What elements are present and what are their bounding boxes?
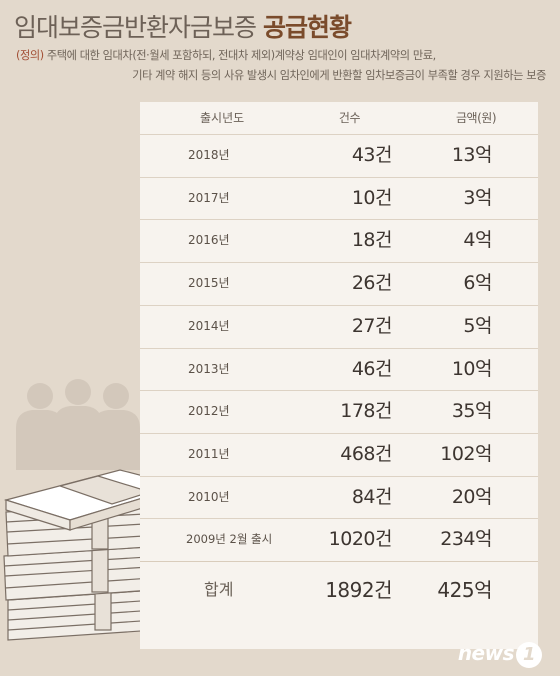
row-year: 2010년 <box>188 489 230 504</box>
data-table: 출시년도 건수 금액(원) 2018년 43건 13억 2017년 10건 3억 2016년… <box>140 102 538 649</box>
row-year: 2009년 2월 출시 <box>186 532 273 547</box>
logo-mark: 1 <box>516 642 542 668</box>
row-amount: 35억 <box>451 400 493 423</box>
row-year: 2012년 <box>188 404 230 419</box>
total-amount: 425억 <box>437 578 492 602</box>
table-row: 2018년 43건 13억 <box>140 134 538 176</box>
row-year: 2016년 <box>188 233 230 248</box>
table-total-row: 합계 1892건 425억 <box>140 561 538 618</box>
row-year: 2014년 <box>188 318 230 333</box>
row-count: 46건 <box>351 357 393 380</box>
row-count: 468건 <box>340 442 392 465</box>
row-amount: 20억 <box>451 485 493 508</box>
table-row: 2009년 2월 출시 1020건 234억 <box>140 518 538 560</box>
row-count: 178건 <box>340 400 392 423</box>
definition-line-1: (정의) 주택에 대한 임대차(전·월세 포함하되, 전대차 제외)계약상 임대… <box>16 46 546 66</box>
row-amount: 234억 <box>440 528 492 551</box>
table-header-row: 출시년도 건수 금액(원) <box>140 102 538 134</box>
row-year: 2015년 <box>188 276 230 291</box>
row-year: 2013년 <box>188 361 230 376</box>
row-count: 27건 <box>351 314 393 337</box>
row-amount: 3억 <box>463 186 492 209</box>
table-row: 2011년 468건 102억 <box>140 432 538 475</box>
row-amount: 102억 <box>440 442 492 465</box>
row-year: 2011년 <box>188 446 230 461</box>
total-count: 1892건 <box>325 578 392 602</box>
table-row: 2015년 26건 6억 <box>140 262 538 304</box>
row-amount: 5억 <box>463 314 492 337</box>
table-row: 2012년 178건 35억 <box>140 390 538 432</box>
row-count: 43건 <box>351 144 393 166</box>
table-row: 2010년 84건 20억 <box>140 475 538 518</box>
row-count: 1020건 <box>328 528 393 551</box>
definition-tag: (정의) <box>16 49 44 62</box>
page-title: 임대보증금반환자금보증 공급현황 <box>14 8 352 44</box>
table-row: 2013년 46건 10억 <box>140 347 538 390</box>
row-amount: 13억 <box>451 144 493 166</box>
title-bold: 공급현황 <box>262 13 352 42</box>
table-row: 2014년 27건 5억 <box>140 304 538 347</box>
header-amount: 금액(원) <box>456 111 496 125</box>
row-year: 2017년 <box>188 190 230 205</box>
total-label: 합계 <box>204 580 234 599</box>
row-amount: 4억 <box>463 229 492 252</box>
row-amount: 6억 <box>463 272 492 295</box>
definition-line-1-text: 주택에 대한 임대차(전·월세 포함하되, 전대차 제외)계약상 임대인이 임대… <box>46 49 436 62</box>
logo-text: news <box>457 641 515 665</box>
people-silhouette-icon <box>16 379 140 470</box>
row-count: 18건 <box>351 229 393 252</box>
row-count: 10건 <box>351 186 393 209</box>
header-year: 출시년도 <box>200 111 245 125</box>
definition-text: (정의) 주택에 대한 임대차(전·월세 포함하되, 전대차 제외)계약상 임대… <box>16 46 546 86</box>
row-amount: 10억 <box>451 357 493 380</box>
table-row: 2017년 10건 3억 <box>140 176 538 219</box>
table-row: 2016년 18건 4억 <box>140 219 538 261</box>
title-normal: 임대보증금반환자금보증 <box>14 13 257 42</box>
definition-line-2: 기타 계약 해지 등의 사유 발생시 임차인에게 반환할 임차보증금이 부족할 … <box>132 69 546 82</box>
header-count: 건수 <box>338 111 361 125</box>
row-year: 2018년 <box>188 148 230 162</box>
row-count: 84건 <box>351 485 393 508</box>
row-count: 26건 <box>351 272 393 295</box>
news1-logo: news 1 <box>458 641 542 668</box>
